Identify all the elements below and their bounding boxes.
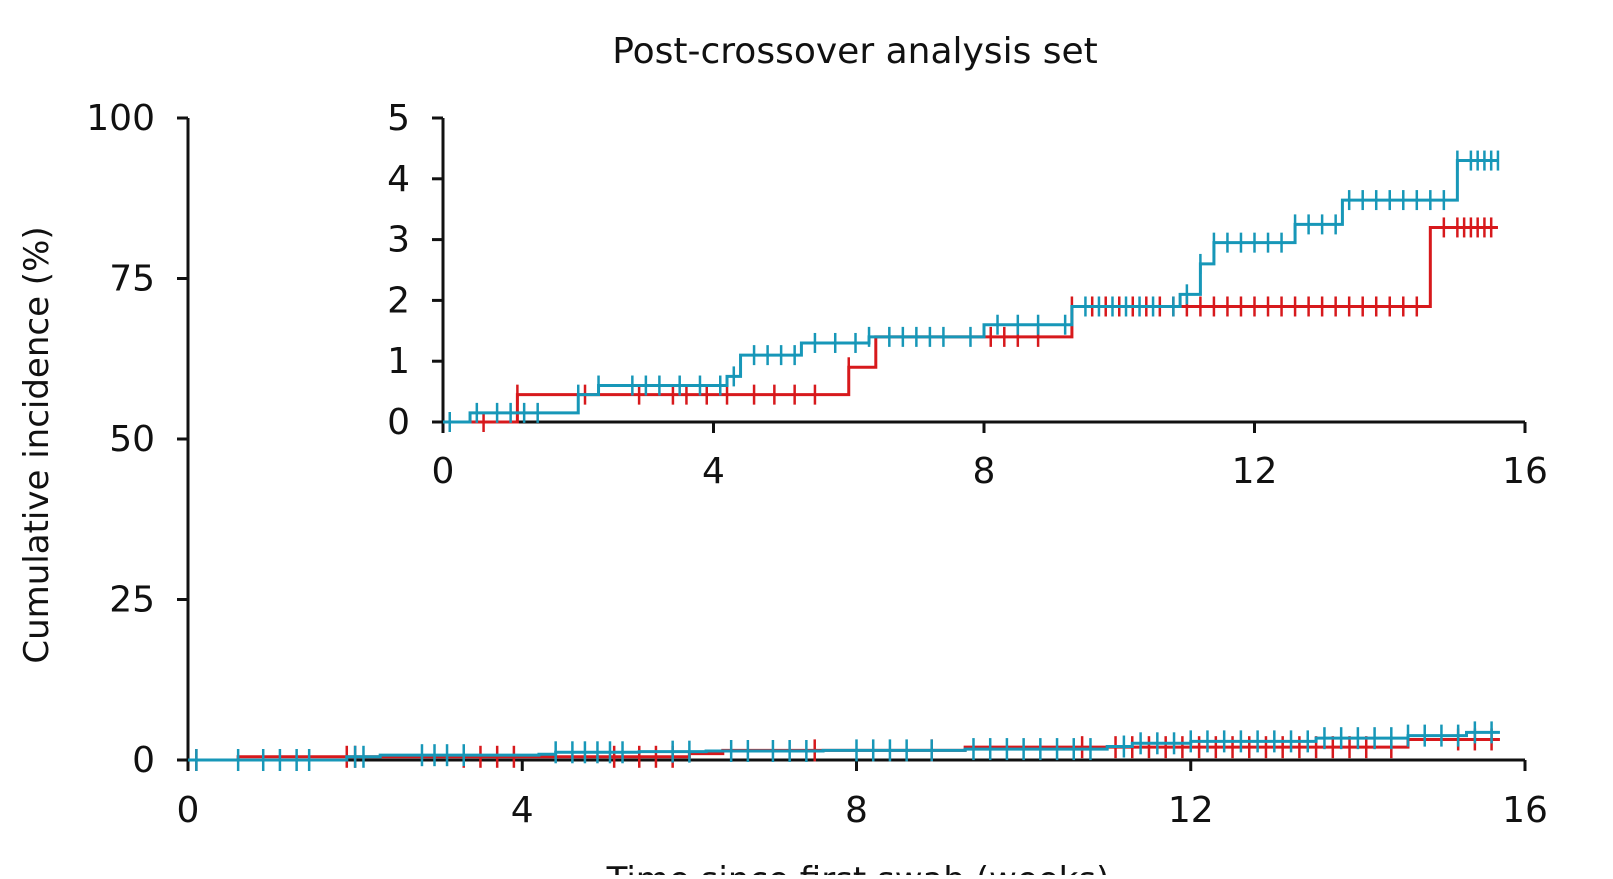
main-x-tick-label: 8 [845, 790, 868, 831]
inset-y-tick-label: 5 [387, 98, 410, 139]
main-y-tick-label: 25 [109, 580, 155, 621]
inset-x-tick-label: 0 [432, 451, 455, 492]
main-y-tick-label: 100 [86, 98, 155, 139]
inset-y-tick-label: 4 [387, 159, 410, 200]
inset-y-tick-label: 3 [387, 220, 410, 261]
inset-x-tick-label: 8 [973, 451, 996, 492]
inset-x-tick-label: 4 [702, 451, 725, 492]
main-y-tick-label: 50 [109, 419, 155, 460]
y-axis-label: Cumulative incidence (%) [17, 226, 57, 663]
main-y-tick-label: 75 [109, 259, 155, 300]
main-x-tick-label: 0 [177, 790, 200, 831]
x-axis-label: Time since first swab (weeks) [606, 860, 1110, 875]
inset-x-tick-label: 16 [1502, 451, 1548, 492]
main-x-tick-label: 4 [511, 790, 534, 831]
inset-y-tick-label: 0 [387, 402, 410, 443]
inset-series-1-line [443, 159, 1498, 424]
inset-x-tick-label: 12 [1232, 451, 1278, 492]
main-x-tick-label: 12 [1168, 790, 1214, 831]
inset-y-tick-label: 2 [387, 280, 410, 321]
chart-title: Post-crossover analysis set [612, 31, 1098, 72]
main-series-1-line [188, 730, 1500, 762]
main-y-tick-label: 0 [132, 740, 155, 781]
inset-y-tick-label: 1 [387, 341, 410, 382]
main-x-tick-label: 16 [1502, 790, 1548, 831]
inset-series-0-line [443, 225, 1498, 424]
